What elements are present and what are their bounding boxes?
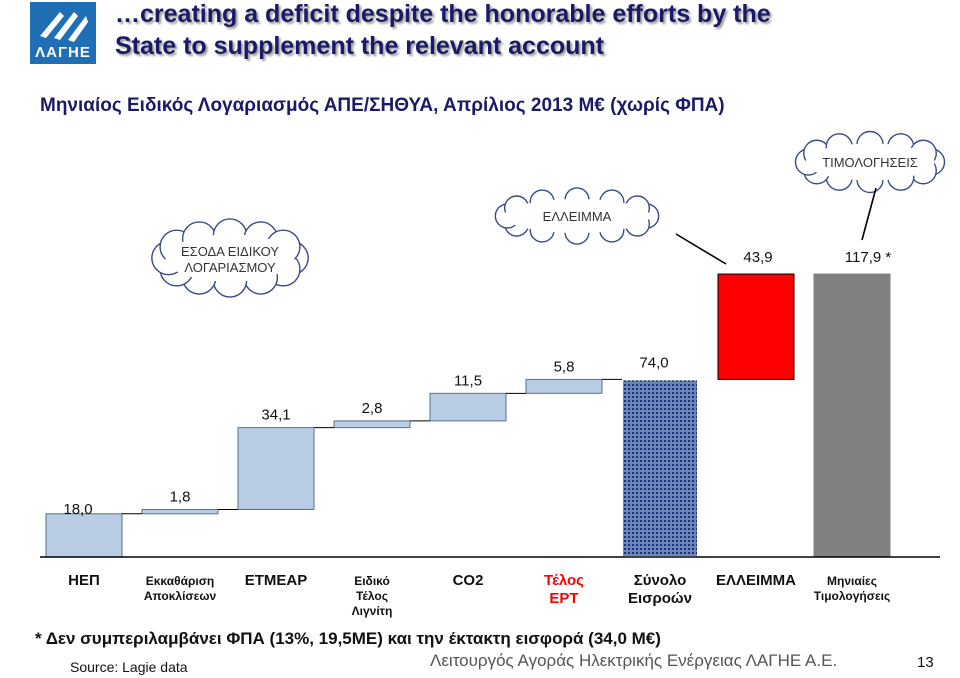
category-label-4-line-2: Τέλος	[356, 589, 388, 603]
category-label-2-line-1: Εκκαθάριση	[146, 574, 215, 588]
bar-5	[429, 392, 507, 422]
callout-label-revenue-line1: ΕΣΟΔΑ ΕΙΔΙΚΟΥ	[181, 244, 279, 259]
bar-1	[45, 513, 123, 558]
source-note: Source: Lagie data	[70, 659, 188, 675]
deficit-cloud-body	[503, 198, 651, 234]
category-label-7-line-1: Σύνολο	[634, 572, 687, 589]
value-label-8: 43,9	[743, 249, 772, 266]
pointer-invoicing	[861, 187, 877, 241]
callout-label-invoicing: ΤΙΜΟΛΟΓΗΣΕΙΣ	[822, 155, 918, 170]
invoicing-cloud-body	[805, 143, 935, 181]
value-label-3: 34,1	[261, 407, 290, 424]
footer-organization: Λειτουργός Αγοράς Ηλεκτρικής Ενέργειας Λ…	[430, 651, 838, 670]
category-label-4-line-1: Ειδικό	[354, 574, 390, 588]
deficit-cloud	[494, 187, 660, 245]
chart-subtitle: Μηνιαίος Ειδικός Λογαριασμός ΑΠΕ/ΣΗΘΥΑ, …	[40, 95, 725, 116]
slide-title-line2: State to supplement the relevant account	[115, 32, 604, 60]
value-label-1: 18,0	[63, 501, 92, 518]
value-label-9: 117,9 *	[845, 249, 892, 266]
slide-title-line1: …creating a deficit despite the honorabl…	[115, 0, 771, 28]
invoicing-cloud	[794, 130, 946, 194]
category-label-6-line-2: ΕΡΤ	[549, 590, 578, 607]
footnote: * Δεν συμπεριλαμβάνει ΦΠΑ (13%, 19,5ΜΕ) …	[35, 629, 661, 648]
bar-4	[333, 420, 411, 429]
category-label-3-line-1: ΕΤΜΕΑΡ	[245, 572, 308, 589]
value-label-6: 5,8	[554, 358, 575, 375]
category-label-9-line-2: Τιμολογήσεις	[814, 589, 890, 603]
logo-text: ΛΑΓΗΕ	[35, 44, 91, 61]
value-label-5: 11,5	[454, 372, 482, 389]
logo-arrows-icon	[40, 12, 88, 42]
category-label-1-line-1: ΗΕΠ	[68, 572, 100, 589]
callout-label-revenue-line2: ΛΟΓΑΡΙΑΣΜΟΥ	[184, 260, 276, 275]
category-label-5-line-1: CO2	[453, 572, 484, 589]
pointer-deficit	[675, 233, 727, 265]
callout-label-deficit: ΕΛΛΕΙΜΜΑ	[543, 209, 612, 224]
bar-7	[621, 378, 699, 558]
revenue-cloud	[151, 218, 309, 298]
value-label-7: 74,0	[639, 354, 668, 371]
category-label-8-line-1: ΕΛΛΕΙΜΜΑ	[716, 572, 796, 589]
page-number: 13	[917, 654, 934, 671]
bar-3	[237, 427, 315, 510]
category-label-6-line-1: Τέλος	[544, 572, 584, 589]
category-label-7-line-2: Εισροών	[628, 590, 692, 607]
category-label-9-line-1: Μηνιαίες	[827, 574, 877, 588]
value-label-2: 1,8	[170, 488, 191, 505]
revenue-cloud-body	[165, 234, 295, 282]
bar-6	[525, 378, 603, 394]
category-label-2-line-2: Αποκλίσεων	[144, 589, 217, 603]
bar-2	[141, 508, 219, 515]
bar-9	[813, 273, 891, 558]
value-label-4: 2,8	[362, 400, 383, 417]
category-label-4-line-3: Λιγνίτη	[352, 604, 393, 618]
bar-8	[717, 273, 795, 380]
